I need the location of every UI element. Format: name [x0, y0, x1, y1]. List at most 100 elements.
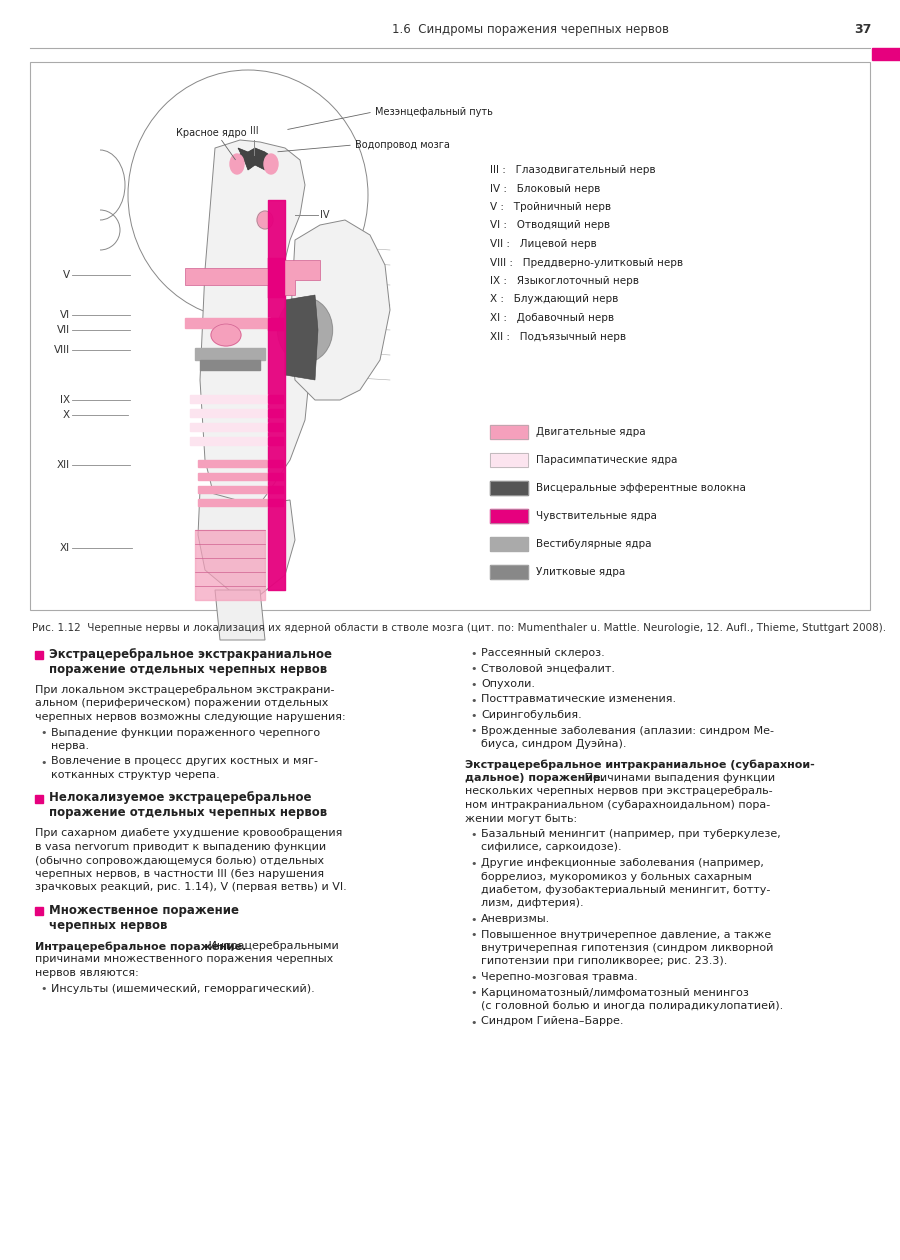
Text: •: •: [470, 830, 476, 840]
Text: диабетом, фузобактериальный менингит, ботту-: диабетом, фузобактериальный менингит, бо…: [481, 885, 770, 895]
Text: Двигательные ядра: Двигательные ядра: [536, 427, 645, 437]
Text: XI: XI: [60, 543, 70, 553]
Text: VIII: VIII: [54, 345, 70, 355]
Text: Интрацеребральными: Интрацеребральными: [205, 941, 338, 951]
Polygon shape: [268, 460, 283, 467]
Polygon shape: [268, 318, 283, 330]
Polygon shape: [200, 140, 310, 510]
Text: •: •: [40, 728, 47, 738]
Bar: [35, 907, 43, 915]
Polygon shape: [190, 423, 268, 431]
Text: V: V: [63, 270, 70, 280]
Bar: [30, 62, 870, 610]
Text: Рис. 1.12  Черепные нервы и локализация их ядерной области в стволе мозга (цит. : Рис. 1.12 Черепные нервы и локализация и…: [32, 622, 886, 633]
Ellipse shape: [277, 297, 332, 363]
Text: в vasa nervorum приводит к выпадению функции: в vasa nervorum приводит к выпадению фун…: [35, 842, 326, 852]
Text: Экстрацеребральное интракраниальное (субарахнои-: Экстрацеребральное интракраниальное (суб…: [465, 760, 814, 770]
Bar: [872, 48, 900, 60]
Bar: [490, 454, 528, 467]
Text: черепных нервов, в частности III (без нарушения: черепных нервов, в частности III (без на…: [35, 869, 324, 879]
Text: 1.6  Синдромы поражения черепных нервов: 1.6 Синдромы поражения черепных нервов: [392, 23, 669, 37]
Text: III: III: [249, 126, 258, 136]
Bar: [35, 795, 43, 803]
Text: IV :   Блоковый нерв: IV : Блоковый нерв: [490, 184, 600, 194]
Polygon shape: [268, 437, 283, 445]
Text: V :   Тройничный нерв: V : Тройничный нерв: [490, 202, 611, 212]
Polygon shape: [268, 394, 283, 403]
Polygon shape: [195, 348, 265, 360]
Text: Интрацеребральное поражение.: Интрацеребральное поражение.: [35, 941, 247, 951]
Text: •: •: [470, 696, 476, 706]
Text: Синдром Гийена–Барре.: Синдром Гийена–Барре.: [481, 1017, 624, 1027]
Text: IX :   Языкоглоточный нерв: IX : Языкоглоточный нерв: [490, 276, 639, 286]
Polygon shape: [190, 437, 268, 445]
Text: Посттравматические изменения.: Посттравматические изменения.: [481, 694, 676, 704]
Text: •: •: [470, 664, 476, 674]
Text: •: •: [470, 649, 476, 659]
Text: Стволовой энцефалит.: Стволовой энцефалит.: [481, 664, 615, 674]
Text: •: •: [470, 711, 476, 721]
Polygon shape: [268, 258, 285, 299]
Ellipse shape: [230, 154, 244, 174]
Text: Другие инфекционные заболевания (например,: Другие инфекционные заболевания (наприме…: [481, 858, 764, 868]
Bar: [490, 509, 528, 523]
Polygon shape: [268, 410, 283, 417]
Polygon shape: [190, 394, 268, 403]
Text: Повышенное внутричерепное давление, а также: Повышенное внутричерепное давление, а та…: [481, 930, 771, 940]
Bar: [490, 425, 528, 438]
Text: 37: 37: [855, 23, 872, 37]
Bar: [490, 564, 528, 580]
Bar: [490, 537, 528, 551]
Text: Черепно-мозговая травма.: Черепно-мозговая травма.: [481, 971, 638, 982]
Text: III :   Глазодвигательный нерв: III : Глазодвигательный нерв: [490, 165, 655, 175]
Text: поражение отдельных черепных нервов: поражение отдельных черепных нервов: [49, 663, 327, 675]
Polygon shape: [268, 423, 283, 431]
Text: (с головной болью и иногда полирадикулопатией).: (с головной болью и иногда полирадикулоп…: [481, 1000, 783, 1011]
Polygon shape: [198, 486, 268, 493]
Text: Врожденные заболевания (аплазии: синдром Ме-: Врожденные заболевания (аплазии: синдром…: [481, 726, 774, 736]
Text: Водопровод мозга: Водопровод мозга: [355, 140, 450, 150]
Text: •: •: [470, 727, 476, 737]
Bar: [490, 425, 528, 438]
Text: Рассеянный склероз.: Рассеянный склероз.: [481, 648, 605, 658]
Text: зрачковых реакций, рис. 1.14), V (первая ветвь) и VI.: зрачковых реакций, рис. 1.14), V (первая…: [35, 882, 347, 892]
Text: Опухоли.: Опухоли.: [481, 679, 535, 689]
Text: Красное ядро: Красное ядро: [176, 129, 247, 139]
Text: Парасимпатические ядра: Парасимпатические ядра: [536, 455, 678, 465]
Text: XI :   Добавочный нерв: XI : Добавочный нерв: [490, 312, 614, 323]
Text: сифилисе, саркоидозе).: сифилисе, саркоидозе).: [481, 843, 622, 853]
Text: альном (периферическом) поражении отдельных: альном (периферическом) поражении отдель…: [35, 698, 329, 708]
Text: Нелокализуемое экстрацеребральное: Нелокализуемое экстрацеребральное: [49, 791, 311, 804]
Bar: [490, 537, 528, 551]
Polygon shape: [285, 295, 318, 381]
Text: черепных нервов возможны следующие нарушения:: черепных нервов возможны следующие наруш…: [35, 712, 346, 722]
Text: VI :   Отводящий нерв: VI : Отводящий нерв: [490, 220, 610, 231]
Text: дальное) поражение.: дальное) поражение.: [465, 772, 605, 782]
Text: IV: IV: [320, 210, 329, 220]
Text: •: •: [470, 989, 476, 998]
Polygon shape: [198, 499, 268, 507]
Text: Множественное поражение: Множественное поражение: [49, 903, 239, 917]
Text: IX: IX: [60, 394, 70, 404]
Text: Вестибулярные ядра: Вестибулярные ядра: [536, 539, 652, 549]
Bar: [490, 481, 528, 495]
Polygon shape: [198, 460, 268, 467]
Text: Вовлечение в процесс других костных и мяг-: Вовлечение в процесс других костных и мя…: [51, 756, 318, 766]
Text: •: •: [470, 973, 476, 983]
Polygon shape: [200, 360, 260, 370]
Polygon shape: [198, 472, 268, 480]
Ellipse shape: [264, 154, 278, 174]
Text: ном интракраниальном (субарахноидальном) пора-: ном интракраниальном (субарахноидальном)…: [465, 800, 770, 810]
Text: X: X: [63, 410, 70, 420]
Text: VII :   Лицевой нерв: VII : Лицевой нерв: [490, 239, 597, 249]
Text: Причинами выпадения функции: Причинами выпадения функции: [581, 772, 775, 782]
Ellipse shape: [257, 210, 273, 229]
Text: Инсульты (ишемический, геморрагический).: Инсульты (ишемический, геморрагический).: [51, 984, 315, 993]
Text: лизм, дифтерия).: лизм, дифтерия).: [481, 898, 583, 908]
Polygon shape: [268, 472, 283, 480]
Text: •: •: [470, 1018, 476, 1027]
Text: Аневризмы.: Аневризмы.: [481, 914, 550, 924]
Text: жении могут быть:: жении могут быть:: [465, 814, 577, 824]
Text: Чувствительные ядра: Чувствительные ядра: [536, 512, 657, 520]
Text: •: •: [470, 930, 476, 940]
